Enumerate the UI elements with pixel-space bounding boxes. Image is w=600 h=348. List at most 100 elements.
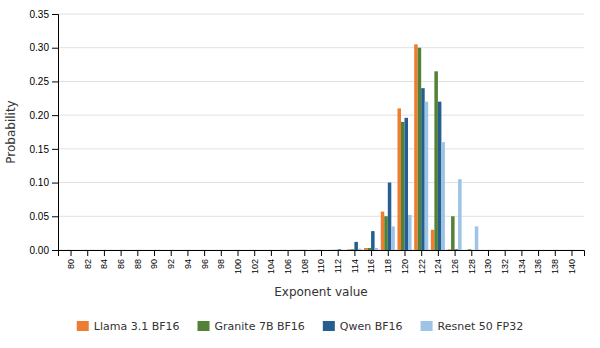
bar <box>284 250 288 251</box>
y-tick-label: 0.20 <box>30 110 50 121</box>
y-tick-mark <box>52 216 58 217</box>
bar <box>341 250 345 251</box>
bar <box>438 102 442 250</box>
bar <box>551 250 555 251</box>
y-tick: 0.10 <box>30 177 58 188</box>
bar <box>388 183 392 250</box>
x-tick-mark <box>137 250 138 256</box>
x-tick-mark <box>238 250 239 256</box>
x-tick-label: 84 <box>99 259 109 269</box>
x-tick: 84 <box>99 250 109 269</box>
x-tick-label: 92 <box>166 259 176 269</box>
bar <box>368 248 372 250</box>
bar-series <box>301 48 471 250</box>
x-axis-line <box>59 251 585 257</box>
bar <box>391 226 395 250</box>
bar <box>455 249 459 250</box>
x-tick: 108 <box>300 250 310 274</box>
bar <box>441 142 445 250</box>
bar <box>501 250 505 251</box>
x-tick-label: 128 <box>467 259 477 274</box>
y-tick-label: 0.30 <box>30 42 50 53</box>
y-tick-mark <box>52 81 58 82</box>
x-tick: 122 <box>417 250 427 274</box>
bar <box>418 48 422 250</box>
bar <box>301 249 305 250</box>
bar <box>251 250 255 251</box>
x-tick-label: 96 <box>199 259 209 269</box>
bar <box>431 230 435 250</box>
x-tick: 116 <box>366 250 376 273</box>
bar <box>254 250 258 251</box>
bar <box>267 250 271 251</box>
bar <box>247 250 251 251</box>
bar <box>375 248 379 250</box>
x-tick: 130 <box>483 250 493 274</box>
bar <box>525 250 529 251</box>
bar <box>531 250 535 251</box>
bar <box>147 250 151 251</box>
x-tick: 120 <box>400 250 410 274</box>
bar <box>354 242 358 250</box>
bar <box>137 250 141 251</box>
y-axis: 0.000.050.100.150.200.250.300.35 <box>30 9 59 256</box>
legend-label: Resnet 50 FP32 <box>438 320 524 333</box>
bar <box>358 249 362 250</box>
x-tick-label: 126 <box>450 259 460 274</box>
bar <box>234 250 238 251</box>
x-tick-mark <box>288 250 289 256</box>
bar <box>274 250 278 251</box>
bar <box>555 250 559 251</box>
legend-label: Llama 3.1 BF16 <box>94 320 180 333</box>
bar <box>538 250 542 251</box>
x-tick-label: 138 <box>550 259 560 274</box>
x-tick-mark <box>221 250 222 256</box>
bar <box>542 250 546 251</box>
x-axis-title: Exponent value <box>274 285 368 299</box>
bar <box>308 250 312 251</box>
bar <box>84 250 88 251</box>
bar-series <box>304 88 458 250</box>
bar <box>434 71 438 250</box>
x-tick-label: 122 <box>417 259 427 274</box>
y-tick-mark <box>52 115 58 116</box>
bar <box>114 250 118 251</box>
bar <box>505 250 509 251</box>
legend: Llama 3.1 BF16Granite 7B BF16Qwen BF16Re… <box>77 320 523 333</box>
bar <box>508 250 512 251</box>
y-tick-label: 0.10 <box>30 177 50 188</box>
y-tick: 0.20 <box>30 110 58 121</box>
y-tick: 0.35 <box>30 9 58 20</box>
legend-swatch <box>77 321 89 331</box>
bar <box>535 250 539 251</box>
x-tick-mark <box>538 250 539 256</box>
bar <box>134 250 138 251</box>
bar <box>464 250 468 251</box>
bar <box>91 250 95 251</box>
bar <box>425 102 429 250</box>
grid <box>58 14 584 250</box>
x-tick: 110 <box>316 250 326 273</box>
bar <box>451 216 455 250</box>
y-tick-label: 0.05 <box>30 211 50 222</box>
x-tick-mark <box>321 250 322 256</box>
bar <box>351 249 355 250</box>
legend-label: Qwen BF16 <box>340 320 403 333</box>
bar <box>421 88 425 250</box>
x-tick-mark <box>304 250 305 256</box>
bar <box>238 250 242 251</box>
bar <box>448 249 452 250</box>
bar <box>304 249 308 250</box>
bar <box>184 250 188 251</box>
bar <box>317 249 321 250</box>
legend-swatch <box>323 321 335 331</box>
bar <box>575 250 579 251</box>
x-tick: 90 <box>149 250 159 269</box>
x-tick-label: 124 <box>433 259 443 274</box>
x-tick-mark <box>187 250 188 256</box>
bar <box>288 250 292 251</box>
x-tick: 140 <box>567 250 577 274</box>
x-tick-label: 110 <box>316 259 326 273</box>
x-tick-mark <box>71 250 72 256</box>
x-tick-mark <box>471 250 472 256</box>
